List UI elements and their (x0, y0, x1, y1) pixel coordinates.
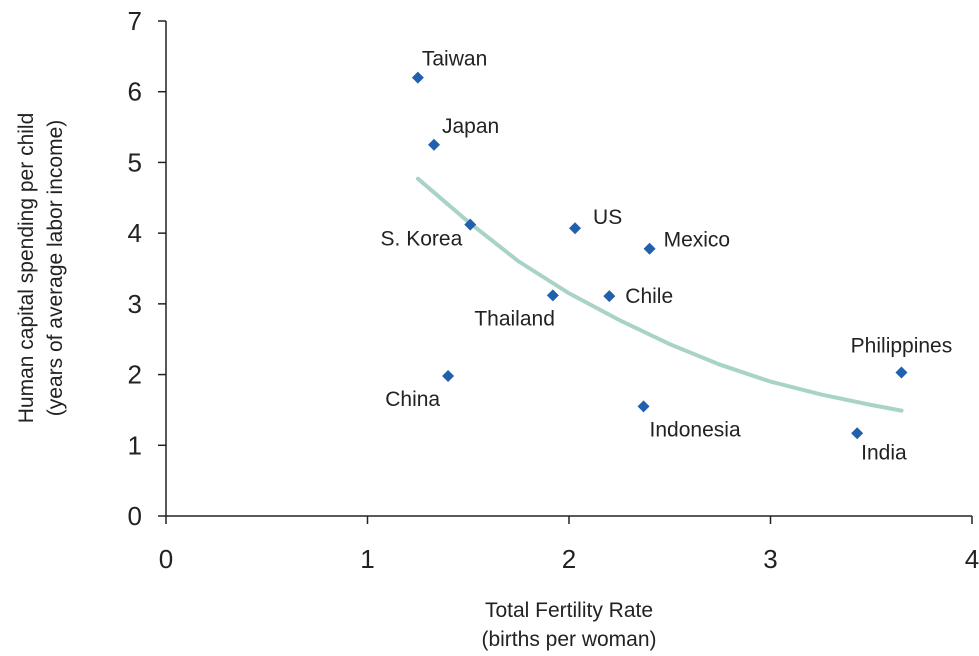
point-label: Thailand (474, 307, 555, 330)
x-tick-label: 3 (763, 544, 777, 574)
y-ticks: 0 1 2 3 4 5 6 7 (128, 6, 166, 531)
data-point (637, 400, 650, 413)
data-point (411, 71, 424, 84)
point-label: India (861, 441, 907, 464)
y-axis-subtitle: (years of average labor income) (44, 120, 67, 416)
y-tick-label: 5 (128, 147, 142, 177)
trendline (415, 176, 904, 413)
point-labels: Taiwan Japan S. Korea US Mexico Thailand Chile… (381, 48, 953, 465)
point-label: Philippines (851, 334, 953, 357)
data-point (851, 427, 864, 440)
data-point (569, 222, 582, 235)
point-label: Taiwan (422, 48, 487, 71)
point-label: Japan (442, 115, 499, 138)
x-tick-label: 1 (360, 544, 374, 574)
y-tick-label: 2 (128, 360, 142, 390)
y-tick-label: 7 (128, 6, 142, 36)
x-axis-title: Total Fertility Rate (485, 599, 653, 622)
point-label: S. Korea (381, 228, 463, 251)
data-point (603, 290, 616, 303)
data-points (411, 71, 908, 440)
data-point (464, 218, 477, 231)
x-ticks: 0 1 2 3 4 (159, 516, 979, 574)
y-tick-label: 4 (128, 218, 142, 248)
point-label: China (385, 388, 440, 411)
x-tick-label: 0 (159, 544, 173, 574)
y-tick-label: 6 (128, 77, 142, 107)
data-point (546, 289, 559, 302)
y-tick-label: 3 (128, 289, 142, 319)
data-point (427, 138, 440, 151)
data-point (442, 369, 455, 382)
x-tick-label: 4 (965, 544, 979, 574)
y-axis-title: Human capital spending per child (15, 113, 38, 424)
x-axis-subtitle: (births per woman) (481, 628, 656, 651)
point-label: Mexico (664, 229, 731, 252)
data-point (895, 366, 908, 379)
y-tick-label: 1 (128, 430, 142, 460)
point-label: Chile (625, 285, 673, 308)
x-tick-label: 2 (562, 544, 576, 574)
axes (165, 21, 972, 517)
point-label: US (593, 206, 622, 229)
y-tick-label: 0 (128, 501, 142, 531)
point-label: Indonesia (650, 418, 741, 441)
data-point (643, 242, 656, 255)
